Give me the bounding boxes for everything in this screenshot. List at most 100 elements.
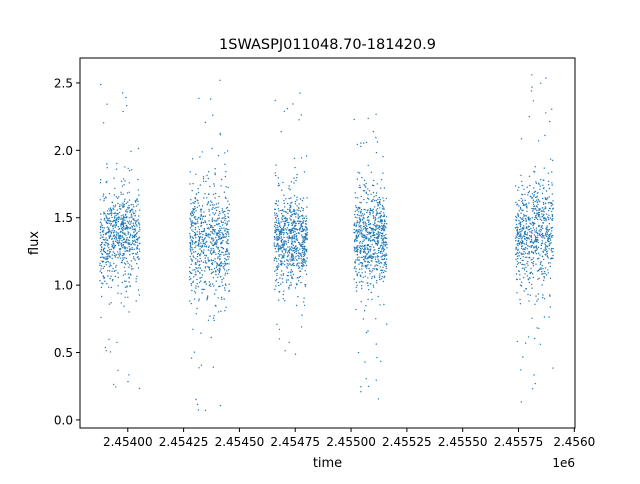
- data-point: [529, 195, 532, 197]
- y-tick-label: 2.5: [54, 76, 73, 90]
- data-point: [548, 196, 550, 198]
- data-point: [283, 260, 286, 262]
- data-point: [121, 240, 123, 242]
- data-point: [367, 221, 370, 223]
- data-point: [132, 204, 134, 206]
- data-point: [367, 244, 370, 247]
- data-point: [524, 273, 526, 275]
- data-point: [291, 201, 293, 204]
- data-point: [111, 280, 114, 282]
- x-tick-label: 2.45400: [103, 435, 153, 449]
- data-point: [225, 197, 227, 200]
- data-point: [100, 243, 103, 246]
- data-point: [380, 360, 382, 362]
- data-point: [522, 235, 525, 237]
- data-point: [138, 387, 141, 390]
- data-point: [201, 276, 203, 279]
- data-point: [204, 193, 206, 195]
- data-point: [221, 232, 223, 234]
- data-point: [199, 218, 202, 221]
- data-point: [216, 265, 218, 267]
- data-point: [208, 193, 210, 195]
- data-point: [223, 227, 225, 229]
- data-point: [362, 228, 364, 230]
- data-point: [214, 251, 216, 253]
- data-point: [122, 241, 125, 244]
- data-point: [532, 241, 534, 244]
- data-point: [103, 277, 106, 279]
- data-point: [224, 229, 226, 231]
- data-point: [290, 232, 293, 234]
- data-point: [377, 212, 379, 214]
- data-point: [208, 284, 211, 287]
- data-point: [542, 296, 544, 299]
- data-point: [368, 289, 370, 291]
- data-point: [120, 225, 122, 227]
- data-point: [227, 231, 229, 234]
- data-point: [294, 248, 296, 250]
- data-point: [300, 114, 303, 116]
- data-point: [194, 234, 196, 236]
- data-point: [125, 290, 128, 293]
- data-point: [224, 196, 227, 198]
- data-point: [358, 208, 361, 210]
- data-point: [541, 213, 543, 215]
- data-point: [215, 219, 217, 222]
- data-point: [360, 208, 363, 211]
- data-point: [375, 200, 377, 202]
- data-point: [204, 243, 206, 245]
- data-point: [191, 247, 193, 249]
- data-point: [361, 213, 364, 215]
- data-point: [208, 208, 210, 211]
- data-point: [198, 238, 201, 240]
- data-point: [122, 110, 124, 113]
- data-point: [205, 266, 207, 268]
- data-point: [384, 237, 386, 239]
- data-point: [377, 227, 379, 230]
- data-point: [219, 255, 221, 257]
- data-point: [111, 212, 113, 215]
- data-point: [282, 298, 284, 300]
- data-point: [226, 270, 228, 272]
- data-point: [189, 171, 191, 173]
- data-point: [294, 250, 296, 252]
- data-point: [112, 207, 114, 209]
- data-point: [206, 174, 208, 177]
- data-point: [219, 132, 221, 135]
- data-point: [113, 231, 115, 233]
- data-point: [519, 298, 521, 301]
- data-point: [275, 285, 277, 287]
- data-point: [516, 260, 518, 263]
- data-point: [205, 283, 207, 285]
- data-point: [115, 237, 118, 239]
- data-point: [515, 240, 517, 242]
- data-point: [281, 264, 283, 266]
- data-point: [99, 244, 102, 246]
- data-point: [139, 242, 141, 244]
- data-point: [107, 270, 109, 272]
- data-point: [101, 246, 103, 248]
- data-point: [190, 253, 193, 255]
- data-point: [100, 256, 102, 259]
- data-point: [378, 196, 381, 199]
- data-point: [306, 238, 308, 241]
- data-point: [194, 218, 197, 220]
- data-point: [220, 262, 222, 265]
- data-point: [357, 206, 360, 209]
- data-point: [520, 401, 522, 403]
- data-point: [526, 210, 528, 212]
- data-point: [545, 274, 548, 276]
- data-point: [136, 238, 139, 240]
- data-point: [360, 230, 362, 232]
- data-point: [549, 277, 552, 279]
- data-point: [100, 316, 102, 319]
- data-point: [534, 200, 536, 203]
- data-point: [225, 171, 227, 173]
- data-point: [283, 254, 285, 257]
- data-point: [125, 228, 128, 230]
- data-point: [519, 206, 522, 209]
- data-point: [200, 225, 202, 227]
- data-point: [223, 267, 225, 269]
- data-point: [131, 247, 133, 249]
- data-point: [295, 255, 297, 257]
